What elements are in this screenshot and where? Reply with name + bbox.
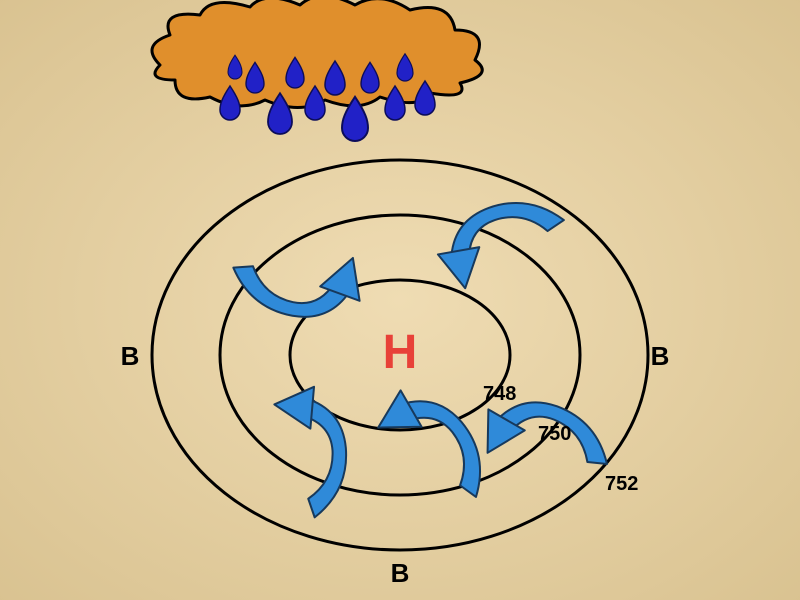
pressure-label: 752 [605, 473, 638, 495]
wind-arrow [368, 371, 499, 522]
outer-letter-bottom: В [391, 558, 410, 589]
pressure-label: 748 [483, 383, 516, 405]
outer-letter-right: В [651, 341, 670, 372]
outer-letter-left: В [121, 341, 140, 372]
pressure-label: 750 [538, 423, 571, 445]
wind-arrow [265, 384, 352, 520]
center-letter: Н [383, 325, 418, 380]
wind-arrows [224, 194, 620, 522]
